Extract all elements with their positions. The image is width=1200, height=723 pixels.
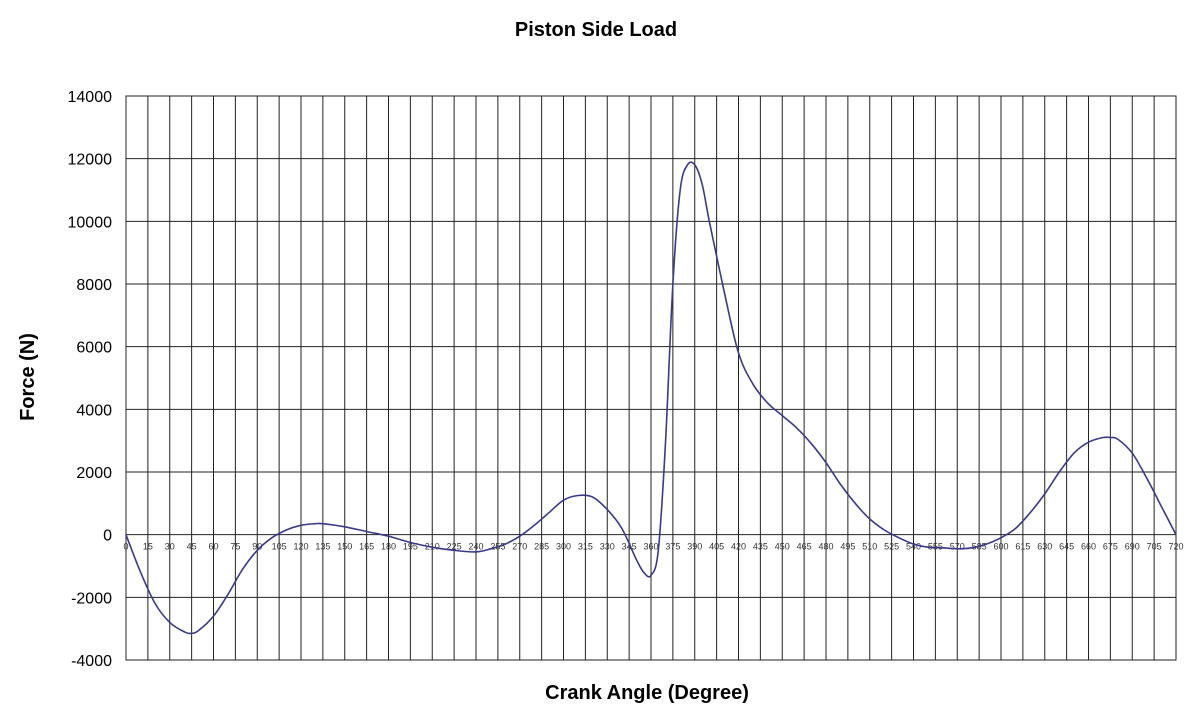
x-tick-label: 75 [230, 542, 240, 552]
x-tick-label: 60 [208, 542, 218, 552]
x-tick-label: 0 [123, 542, 128, 552]
x-tick-label: 120 [293, 542, 308, 552]
x-tick-label: 135 [315, 542, 330, 552]
chart-title: Piston Side Load [515, 19, 677, 41]
x-tick-label: 390 [687, 542, 702, 552]
x-tick-label: 420 [731, 542, 746, 552]
y-tick-label: 4000 [76, 402, 112, 419]
x-tick-label: 435 [753, 542, 768, 552]
x-tick-labels: 0 15 30 45 60 75 90 105 120 135 150 165 180 195 210 225… [123, 542, 1183, 552]
x-tick-label: 105 [272, 542, 287, 552]
y-axis-title: Force (N) [17, 333, 39, 421]
x-tick-label: 630 [1037, 542, 1052, 552]
x-tick-label: 705 [1147, 542, 1162, 552]
x-tick-label: 660 [1081, 542, 1096, 552]
y-tick-label: -2000 [71, 590, 112, 607]
x-tick-label: 525 [884, 542, 899, 552]
x-tick-label: 45 [187, 542, 197, 552]
x-tick-label: 225 [447, 542, 462, 552]
y-tick-labels: 14000 12000 10000 8000 6000 4000 2000 0 -2000 -40… [68, 89, 113, 670]
x-tick-label: 315 [578, 542, 593, 552]
y-tick-label: 2000 [76, 465, 112, 482]
x-tick-label: 15 [143, 542, 153, 552]
x-tick-label: 600 [993, 542, 1008, 552]
x-tick-label: 540 [906, 542, 921, 552]
x-tick-label: 240 [468, 542, 483, 552]
y-tick-label: 10000 [68, 214, 113, 231]
x-tick-label: 270 [512, 542, 527, 552]
x-tick-label: 345 [622, 542, 637, 552]
x-tick-label: 555 [928, 542, 943, 552]
y-tick-label: 6000 [76, 340, 112, 357]
x-tick-label: 720 [1168, 542, 1183, 552]
x-tick-label: 690 [1125, 542, 1140, 552]
x-tick-label: 375 [665, 542, 680, 552]
plot-area-border [125, 95, 1177, 661]
series-layer [125, 161, 1177, 635]
x-tick-label: 90 [252, 542, 262, 552]
y-tick-label: -4000 [71, 653, 112, 670]
x-tick-label: 405 [709, 542, 724, 552]
x-tick-label: 300 [556, 542, 571, 552]
x-tick-label: 195 [403, 542, 418, 552]
x-axis-title: Crank Angle (Degree) [545, 682, 749, 704]
x-tick-label: 615 [1015, 542, 1030, 552]
x-tick-label: 675 [1103, 542, 1118, 552]
y-tick-label: 0 [103, 528, 112, 545]
x-tick-label: 495 [840, 542, 855, 552]
x-tick-label: 480 [818, 542, 833, 552]
x-tick-label: 150 [337, 542, 352, 552]
y-tick-label: 14000 [68, 89, 113, 106]
x-tick-label: 165 [359, 542, 374, 552]
x-tick-label: 465 [797, 542, 812, 552]
x-tick-label: 30 [165, 542, 175, 552]
series-line-piston-side-load [125, 161, 1177, 635]
x-tick-label: 450 [775, 542, 790, 552]
x-tick-label: 645 [1059, 542, 1074, 552]
x-tick-label: 330 [600, 542, 615, 552]
grid-lines [125, 95, 1177, 661]
x-tick-label: 510 [862, 542, 877, 552]
x-tick-label: 180 [381, 542, 396, 552]
y-tick-label: 12000 [68, 152, 113, 169]
x-tick-label: 360 [643, 542, 658, 552]
y-tick-label: 8000 [76, 277, 112, 294]
x-tick-label: 285 [534, 542, 549, 552]
x-tick-label: 570 [950, 542, 965, 552]
